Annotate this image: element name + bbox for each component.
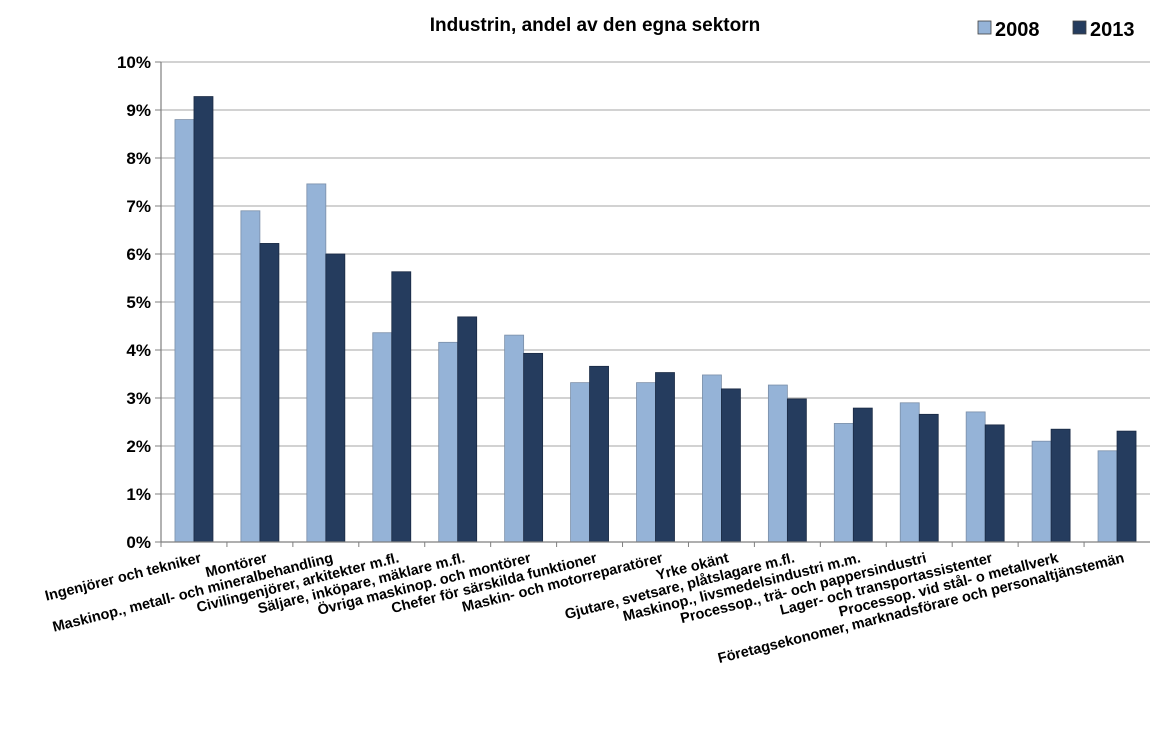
y-tick-label: 0% <box>126 533 151 552</box>
bar-2013 <box>457 316 478 543</box>
bar-2008 <box>767 384 788 543</box>
y-tick-label: 7% <box>126 197 151 216</box>
bar-2008 <box>1097 450 1118 543</box>
bar-2013 <box>325 253 346 543</box>
bar-2008 <box>504 334 525 543</box>
bar-2013 <box>655 372 675 543</box>
legend-label-2013: 2013 <box>1090 19 1135 41</box>
bar-2008 <box>174 119 195 543</box>
x-axis-ticks: Ingenjörer och tekniker MontörerMaskinop.… <box>43 542 1126 667</box>
bar-2013 <box>259 243 280 543</box>
bar-2013 <box>523 352 544 543</box>
y-tick-label: 4% <box>126 341 151 360</box>
y-tick-label: 1% <box>126 485 151 504</box>
y-tick-label: 5% <box>126 293 151 312</box>
bar-2008 <box>899 402 920 543</box>
y-axis-ticks: 0% 1% 2% 3% 4% 5% 6% 7% 8% 9% 10% <box>117 53 161 552</box>
bar-2008 <box>372 332 393 543</box>
axes <box>160 62 1150 543</box>
legend-swatch-2013 <box>1072 20 1087 35</box>
y-tick-label: 2% <box>126 437 151 456</box>
y-tick-label: 3% <box>126 389 151 408</box>
legend-swatch-2008 <box>977 20 992 35</box>
bar-2013 <box>786 398 807 543</box>
bar-2013 <box>984 424 1005 543</box>
legend: 2008 2013 <box>977 19 1135 41</box>
bar-2013 <box>852 407 873 543</box>
y-tick-label: 10% <box>117 53 151 72</box>
bar-2008 <box>833 423 854 543</box>
bar-2013 <box>391 271 412 543</box>
bar-2008 <box>965 411 986 543</box>
bar-2008 <box>636 382 656 543</box>
bar-2013 <box>721 388 741 543</box>
bar-2008 <box>438 341 459 543</box>
bar-2008 <box>702 374 722 543</box>
bar-2013 <box>1116 430 1137 543</box>
bar-2008 <box>240 210 261 543</box>
bar-2013 <box>1050 428 1071 543</box>
bar-2013 <box>918 413 939 543</box>
y-tick-label: 6% <box>126 245 151 264</box>
legend-label-2008: 2008 <box>995 19 1040 41</box>
y-tick-label: 8% <box>126 149 151 168</box>
bars <box>174 96 1137 543</box>
bar-2008 <box>306 183 327 543</box>
chart-title: Industrin, andel av den egna sektorn <box>430 15 760 36</box>
y-tick-label: 9% <box>126 101 151 120</box>
bar-2013 <box>589 365 609 543</box>
bar-2013 <box>193 96 214 543</box>
bar-2008 <box>1031 440 1052 543</box>
bar-2008 <box>570 382 590 543</box>
